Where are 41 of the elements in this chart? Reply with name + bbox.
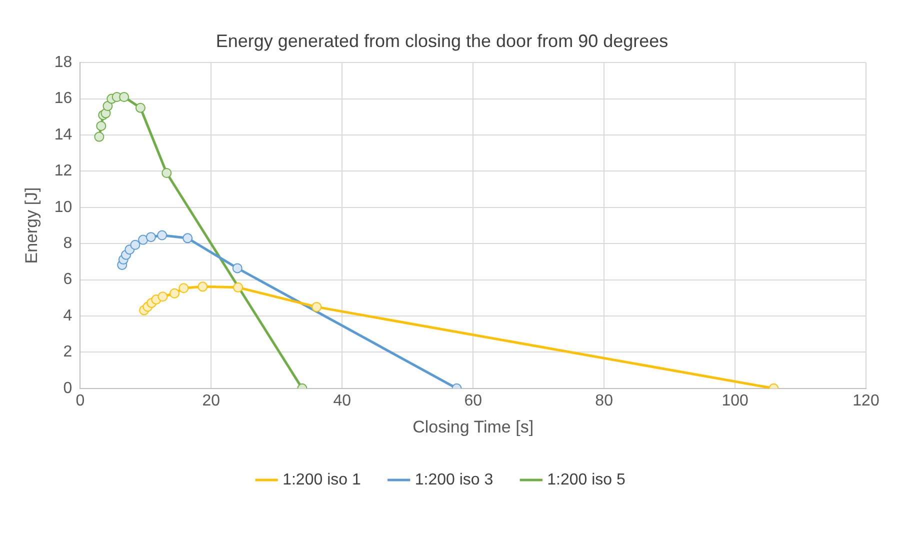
point xyxy=(162,168,172,178)
point xyxy=(135,102,146,113)
point xyxy=(94,132,104,142)
point xyxy=(102,101,113,112)
point xyxy=(96,120,106,131)
x-tick-label: 20 xyxy=(202,392,220,410)
y-tick-label: 16 xyxy=(54,90,72,108)
point xyxy=(198,282,208,292)
point xyxy=(178,283,189,294)
point xyxy=(312,302,322,312)
legend-label: 1:200 iso 5 xyxy=(547,471,626,488)
point xyxy=(169,288,180,298)
legend-label: 1:200 iso 1 xyxy=(282,471,361,488)
x-tick-label: 120 xyxy=(852,392,880,410)
chart-title: Energy generated from closing the door from 90 degrees xyxy=(216,30,668,51)
y-tick-label: 8 xyxy=(63,235,72,252)
point xyxy=(146,232,156,242)
point xyxy=(233,282,244,292)
x-tick-label: 80 xyxy=(595,392,614,410)
point xyxy=(119,92,130,102)
y-tick-label: 12 xyxy=(54,162,72,180)
x-tick-label: 100 xyxy=(722,392,748,410)
point xyxy=(157,230,168,240)
x-axis-title: Closing Time [s] xyxy=(412,417,534,436)
point xyxy=(138,234,148,245)
y-tick-label: 4 xyxy=(63,307,72,324)
y-tick-label: 18 xyxy=(54,54,72,72)
y-tick-label: 6 xyxy=(63,271,72,288)
point xyxy=(130,240,140,250)
x-tick-label: 0 xyxy=(76,392,85,410)
y-axis-title: Energy [J] xyxy=(22,187,41,264)
point xyxy=(158,292,168,302)
y-tick-label: 10 xyxy=(54,198,72,216)
point xyxy=(232,263,242,274)
y-tick-label: 2 xyxy=(63,344,72,361)
point xyxy=(182,233,193,244)
legend-label: 1:200 iso 3 xyxy=(414,471,494,488)
x-tick-label: 40 xyxy=(333,392,352,410)
y-tick-label: 0 xyxy=(63,380,72,397)
y-tick-label: 14 xyxy=(54,126,72,144)
x-tick-label: 60 xyxy=(464,392,482,410)
